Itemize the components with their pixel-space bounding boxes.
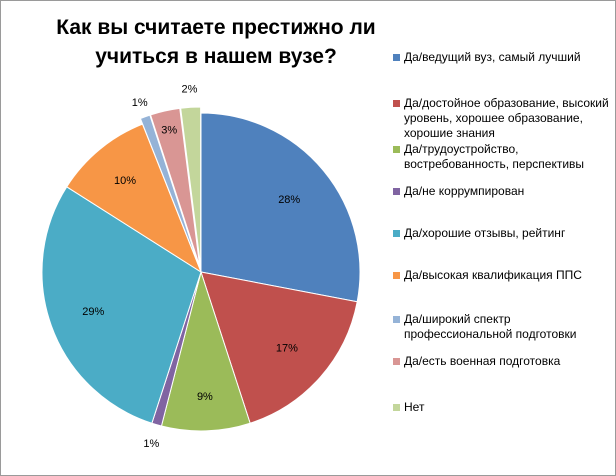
slice-value-label: 1% — [132, 97, 148, 109]
slice-value-label: 10% — [114, 175, 136, 187]
slice-value-label: 29% — [82, 306, 104, 318]
legend-label: Нет — [404, 400, 425, 414]
pie-slice-2 — [200, 271, 358, 424]
legend-swatch — [393, 54, 400, 61]
pie-slice-1 — [200, 112, 361, 303]
legend-label: Да/ведущий вуз, самый лучший — [404, 50, 581, 64]
slice-value-label: 9% — [197, 391, 213, 403]
legend-swatch — [393, 316, 400, 323]
slice-value-label: 3% — [161, 125, 177, 137]
pie-slice-5 — [41, 186, 202, 424]
pie-slice-8 — [149, 107, 201, 267]
legend-label: Да/есть военная подготовка — [404, 354, 561, 368]
legend-swatch — [393, 146, 400, 153]
legend-swatch — [393, 404, 400, 411]
pie-slice-9 — [180, 106, 202, 267]
legend-swatch — [393, 188, 400, 195]
slice-value-label: 1% — [143, 438, 159, 450]
legend-label: Да/достойное образование, высокий уровен… — [404, 96, 609, 140]
pie-chart: 28% 17% 9% 1% 29% 10% 1% 3% 2% — [41, 83, 361, 450]
legend-label: Да/не коррумпирован — [404, 184, 525, 198]
pie-slice-6 — [66, 123, 203, 274]
chart-title: Как вы считаете престижно ли учиться в н… — [56, 16, 376, 68]
pie-slice-3 — [160, 270, 251, 432]
pie-slice-7 — [139, 114, 200, 267]
slice-value-label: 17% — [276, 343, 298, 355]
slice-value-label: 28% — [278, 194, 300, 206]
legend-swatch — [393, 358, 400, 365]
legend-swatch — [393, 100, 400, 107]
legend-label: Да/трудоустройство, востребованность, пе… — [404, 142, 585, 171]
legend-label: Да/хорошие отзывы, рейтинг — [404, 226, 566, 240]
legend-swatch — [393, 272, 400, 279]
legend-label: Да/высокая квалификация ППС — [404, 268, 582, 282]
legend: Да/ведущий вуз, самый лучший Да/достойно… — [393, 1, 615, 475]
slice-value-label: 2% — [181, 83, 197, 95]
legend-label: Да/широкий спектр профессиональной подго… — [404, 312, 577, 341]
legend-swatch — [393, 230, 400, 237]
